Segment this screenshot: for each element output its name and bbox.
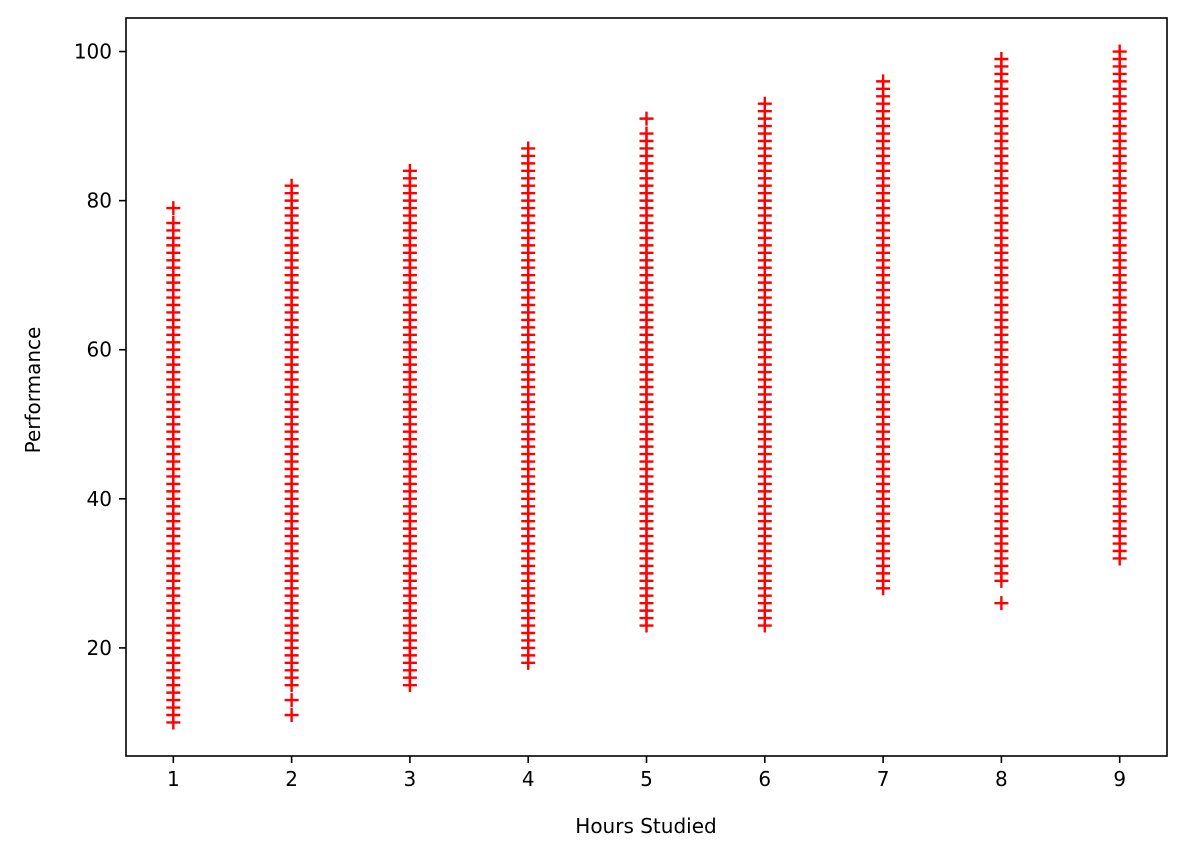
x-tick-label: 7 xyxy=(877,767,890,791)
data-point xyxy=(639,111,654,126)
data-point xyxy=(284,708,299,722)
x-tick-label: 2 xyxy=(285,767,298,791)
y-tick-label: 80 xyxy=(87,189,112,213)
x-axis-ticks: 1 2 3 4 5 6 7 8 9 xyxy=(167,756,1126,791)
data-point xyxy=(994,596,1009,611)
data-point xyxy=(1112,44,1127,59)
data-point xyxy=(166,201,181,216)
x-axis-label: Hours Studied xyxy=(575,814,716,838)
data-point xyxy=(284,693,299,708)
data-point xyxy=(876,74,891,89)
x-tick-label: 5 xyxy=(640,767,653,791)
y-axis-ticks: 20 40 60 80 100 xyxy=(74,40,126,660)
x-tick-label: 8 xyxy=(995,767,1008,791)
x-tick-label: 3 xyxy=(404,767,417,791)
data-point xyxy=(639,126,654,141)
y-tick-label: 40 xyxy=(87,487,112,511)
y-axis-label: Performance xyxy=(21,327,45,454)
x-tick-label: 9 xyxy=(1113,767,1126,791)
data-point xyxy=(284,178,299,193)
y-tick-label: 100 xyxy=(74,40,112,64)
x-tick-label: 6 xyxy=(758,767,771,791)
x-tick-label: 1 xyxy=(167,767,180,791)
data-point xyxy=(402,163,417,178)
data-point xyxy=(757,96,772,111)
y-tick-label: 20 xyxy=(87,636,112,660)
x-tick-label: 4 xyxy=(522,767,535,791)
data-point xyxy=(166,216,181,230)
y-tick-label: 60 xyxy=(87,338,112,362)
data-point xyxy=(994,52,1009,66)
data-point xyxy=(521,141,536,156)
data-points xyxy=(166,44,1127,730)
